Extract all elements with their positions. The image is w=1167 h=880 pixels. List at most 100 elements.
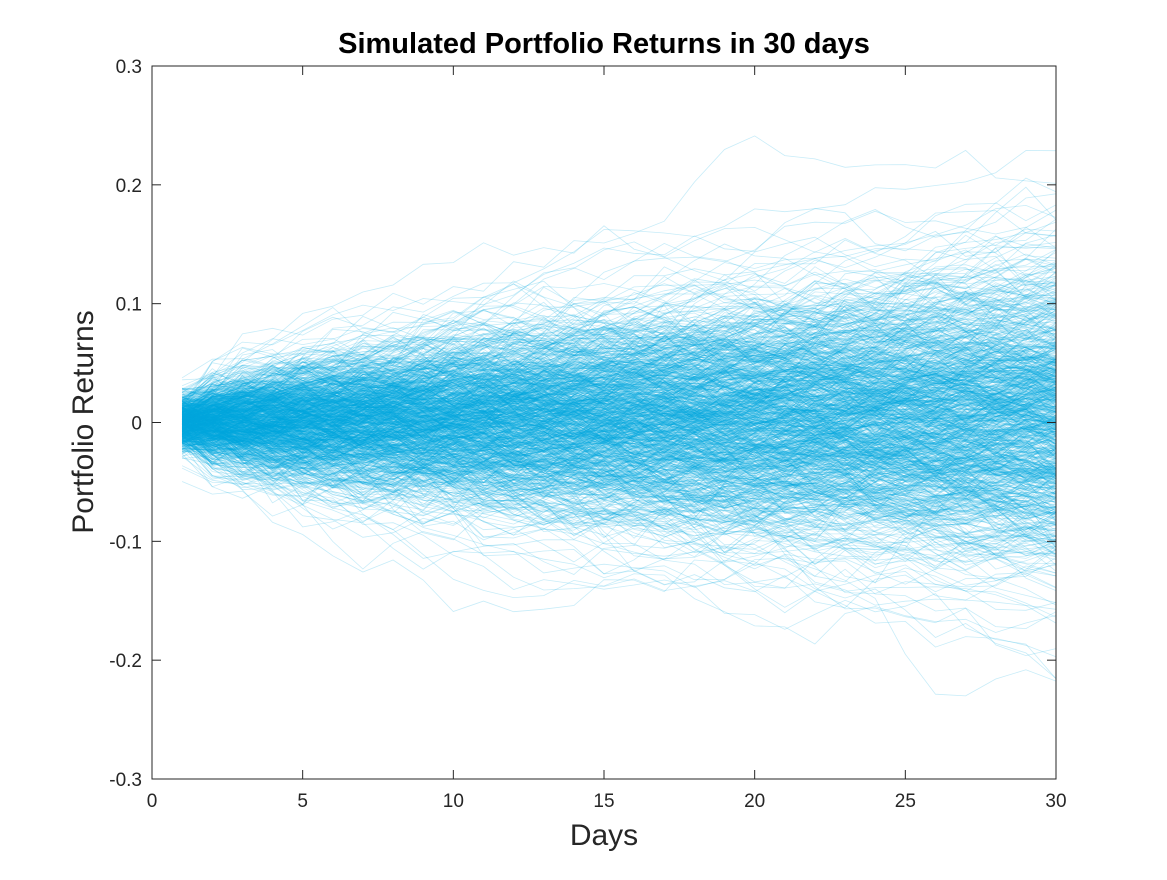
simulation-path	[181, 380, 1057, 491]
simulation-path	[181, 376, 1057, 469]
simulation-path	[181, 372, 1057, 452]
simulation-path	[182, 416, 1057, 508]
simulation-path	[181, 385, 1057, 564]
simulation-path	[181, 364, 1057, 492]
chart-title: Simulated Portfolio Returns in 30 days	[338, 28, 870, 60]
simulation-path	[181, 392, 1057, 471]
simulation-path	[182, 382, 1057, 496]
simulation-path	[182, 421, 1057, 500]
simulation-path	[181, 371, 1057, 438]
simulation-path	[182, 334, 1057, 423]
simulation-path	[182, 397, 1057, 489]
simulation-path	[182, 386, 1057, 489]
simulation-path	[181, 425, 1057, 505]
simulation-path	[181, 341, 1057, 462]
simulation-path	[181, 368, 1057, 470]
simulation-path	[181, 367, 1057, 461]
simulation-path	[181, 210, 1057, 428]
simulation-path	[181, 404, 1057, 475]
simulation-path	[181, 414, 1057, 486]
simulation-path	[181, 365, 1057, 462]
simulation-path	[181, 362, 1057, 525]
simulation-path	[182, 386, 1057, 487]
simulation-path	[181, 309, 1057, 419]
simulation-path	[181, 386, 1057, 463]
simulation-path	[181, 406, 1057, 484]
simulation-path	[182, 351, 1057, 461]
simulation-path	[181, 235, 1057, 435]
simulation-path	[182, 356, 1057, 459]
simulation-path	[182, 258, 1057, 427]
y-tick-label: -0.2	[109, 651, 142, 672]
simulation-path	[181, 405, 1057, 517]
simulation-path	[182, 371, 1057, 444]
simulation-path	[182, 432, 1057, 531]
simulation-path	[182, 322, 1057, 445]
simulation-path	[181, 290, 1057, 436]
simulation-path	[182, 404, 1057, 508]
simulation-path	[182, 309, 1057, 407]
simulation-path	[181, 416, 1057, 525]
simulation-path	[181, 272, 1057, 413]
simulation-path	[181, 416, 1057, 477]
simulation-path	[181, 405, 1057, 536]
simulation-path	[182, 228, 1057, 417]
simulation-path	[182, 390, 1057, 521]
simulation-path	[182, 413, 1057, 537]
simulation-path	[181, 352, 1057, 456]
simulation-path	[181, 409, 1057, 519]
simulation-path	[182, 361, 1057, 454]
simulation-path	[182, 347, 1057, 444]
simulation-path	[182, 297, 1057, 470]
simulation-path	[181, 448, 1057, 658]
simulation-path	[181, 400, 1057, 508]
simulation-path	[181, 387, 1057, 513]
simulation-path	[182, 326, 1057, 403]
simulation-path	[181, 290, 1057, 425]
simulation-path	[181, 370, 1057, 450]
simulation-path	[182, 412, 1057, 485]
simulation-path	[181, 419, 1057, 515]
simulation-path	[182, 437, 1057, 556]
simulation-path	[182, 341, 1057, 421]
simulation-path	[182, 378, 1057, 463]
simulation-path	[181, 333, 1057, 441]
simulation-path	[182, 393, 1057, 461]
simulation-path	[181, 442, 1057, 528]
simulation-path	[181, 266, 1057, 429]
simulation-path	[182, 376, 1057, 462]
simulation-path	[181, 393, 1057, 491]
simulation-path	[182, 340, 1057, 431]
simulation-path	[181, 342, 1057, 460]
simulation-path	[182, 300, 1057, 393]
simulation-path	[182, 413, 1057, 501]
simulation-path	[182, 249, 1057, 413]
simulation-path	[182, 360, 1057, 422]
simulation-path	[182, 341, 1057, 432]
simulation-path	[182, 403, 1057, 476]
simulation-path	[181, 356, 1057, 448]
simulation-path	[182, 412, 1057, 505]
simulation-path	[181, 412, 1057, 584]
simulation-path	[182, 418, 1057, 541]
simulation-path	[182, 424, 1057, 512]
simulation-path	[181, 415, 1057, 542]
x-tick-label: 30	[1045, 791, 1066, 812]
simulation-path	[181, 340, 1057, 410]
simulation-path	[181, 344, 1057, 428]
simulation-path	[181, 386, 1057, 482]
simulation-path	[181, 421, 1057, 536]
simulation-path	[181, 374, 1057, 452]
simulation-path	[182, 406, 1057, 482]
simulation-path	[182, 310, 1057, 430]
simulation-path	[181, 193, 1057, 405]
simulation-path	[181, 267, 1057, 425]
simulation-path	[181, 386, 1057, 453]
simulation-path	[181, 428, 1057, 538]
simulation-path	[182, 403, 1057, 515]
simulation-path	[181, 283, 1057, 408]
simulation-path	[182, 366, 1057, 480]
simulation-path	[181, 379, 1057, 497]
simulation-path	[181, 393, 1057, 526]
simulation-path	[181, 408, 1057, 487]
